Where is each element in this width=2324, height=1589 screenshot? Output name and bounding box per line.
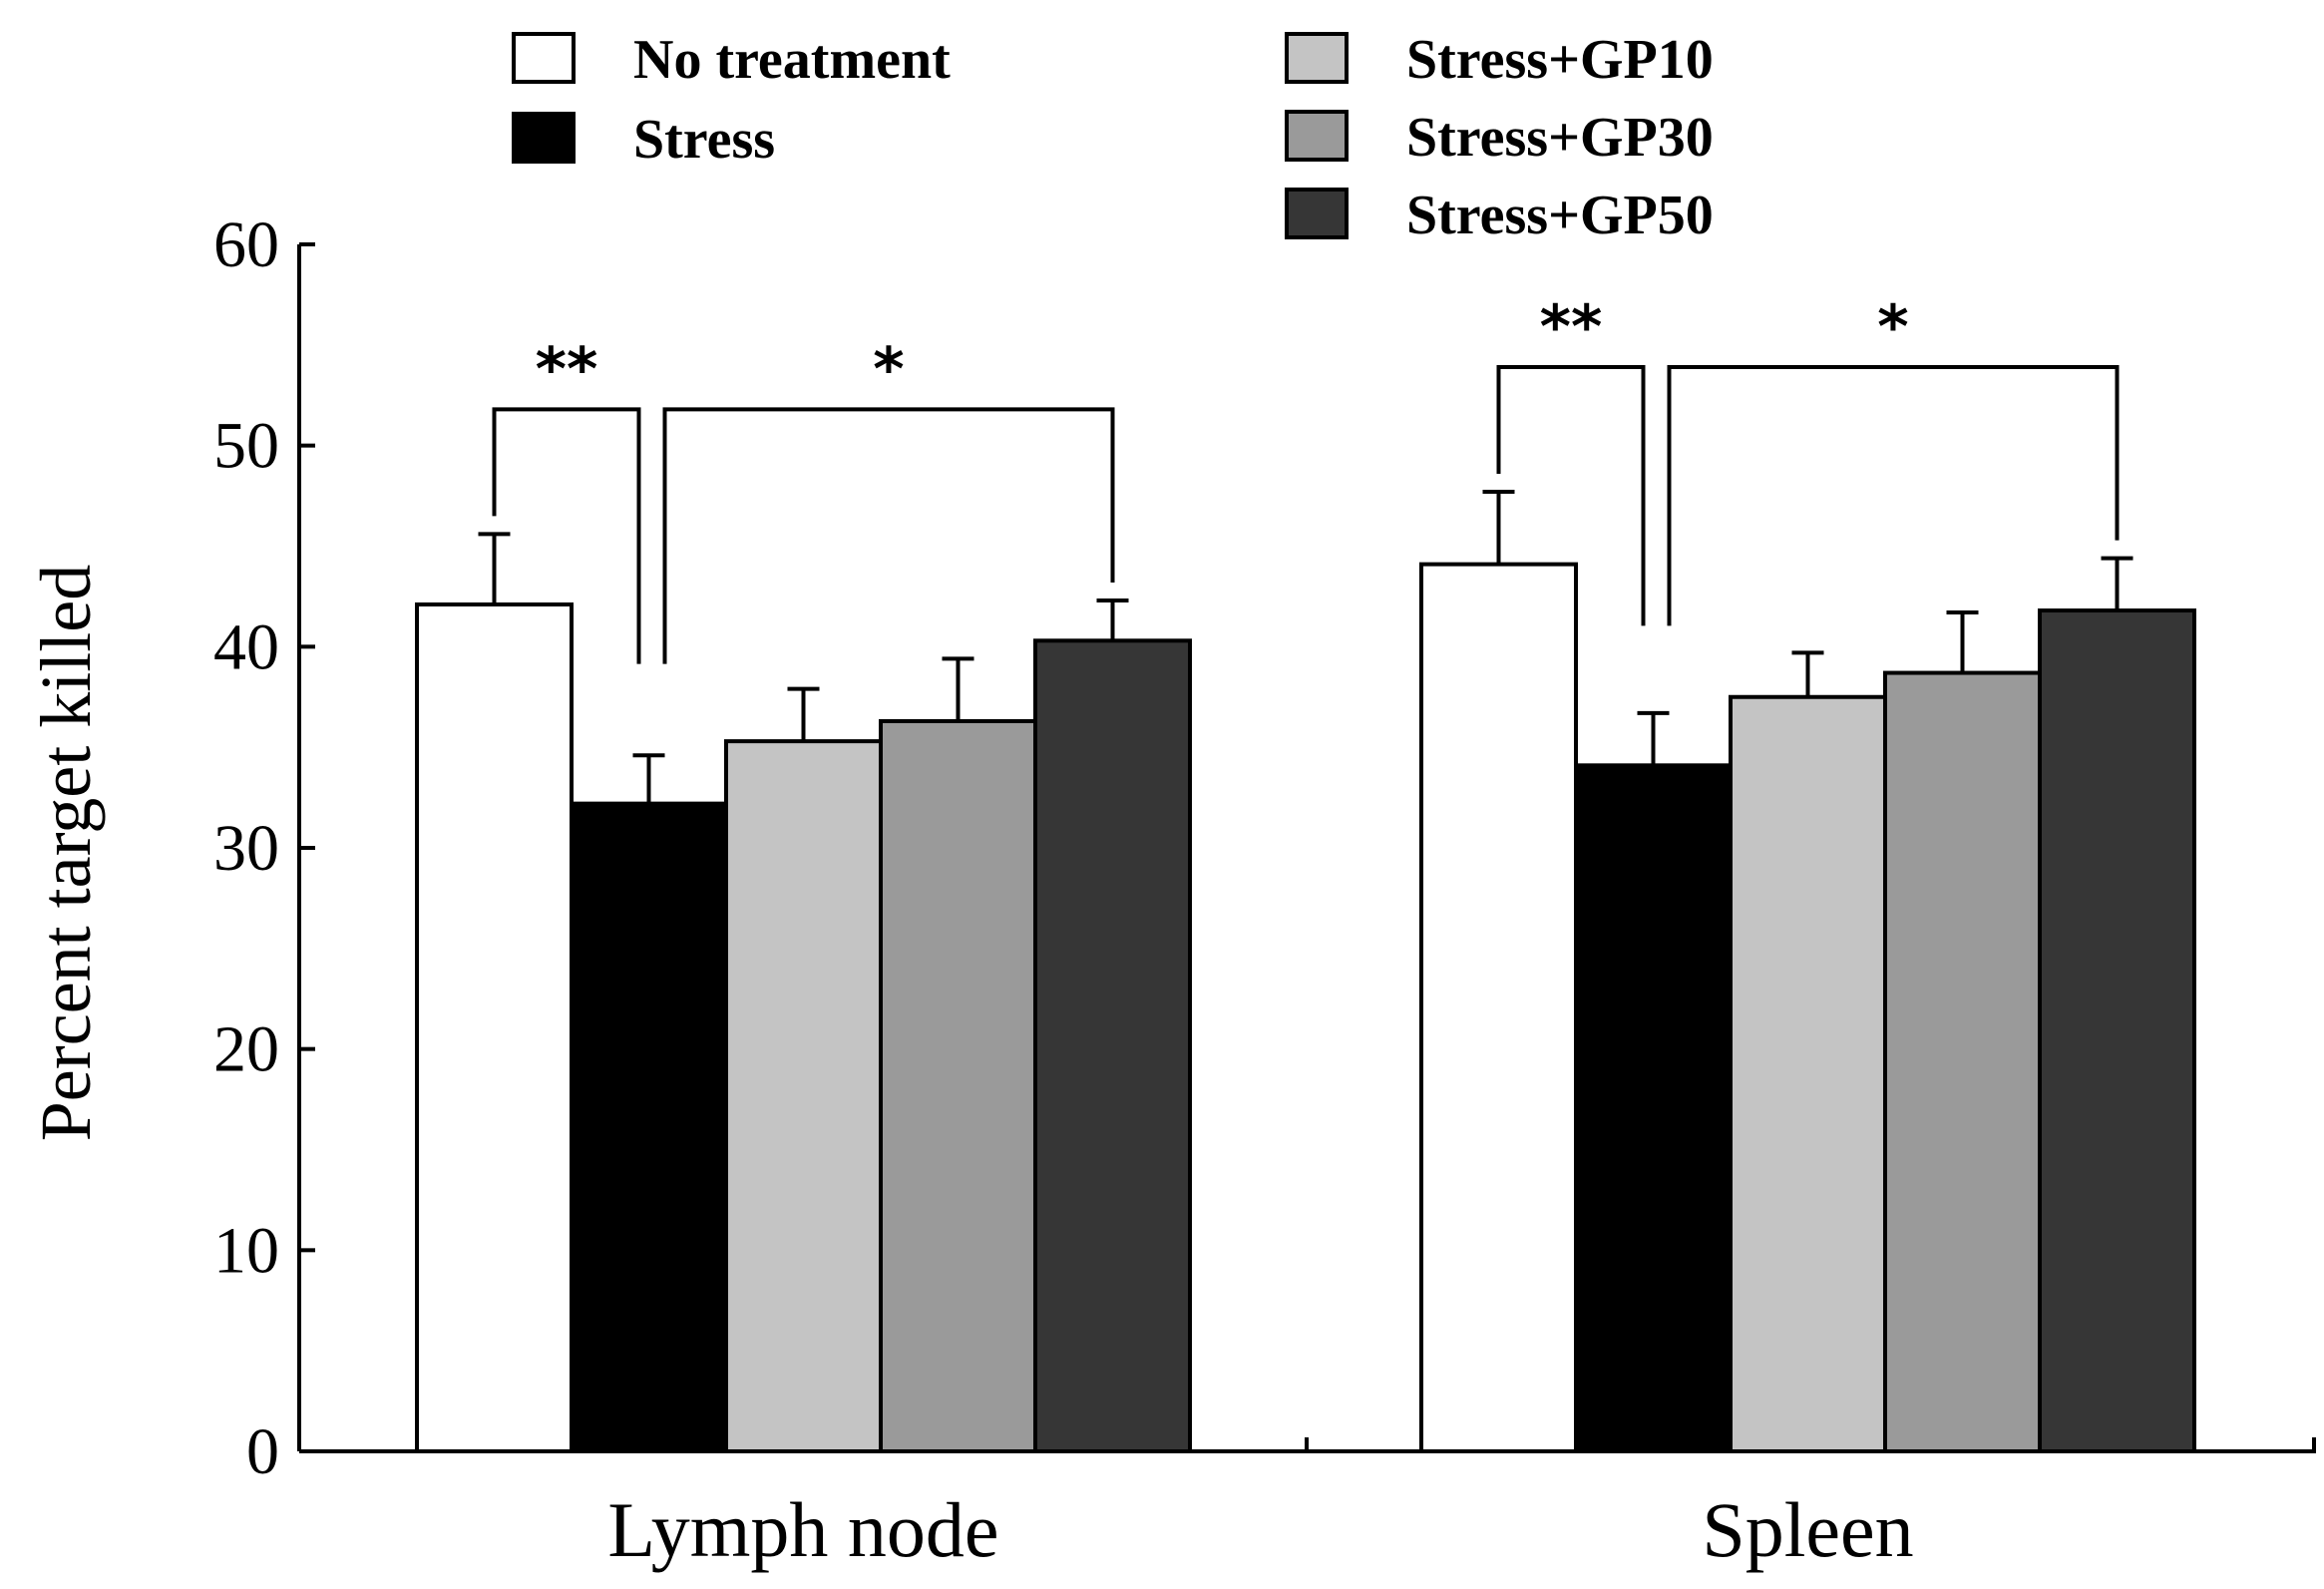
y-tick-label: 40 bbox=[213, 610, 279, 683]
significance-bracket bbox=[1667, 365, 2120, 626]
significance-brackets: ** *** * bbox=[492, 292, 2120, 664]
bar bbox=[1033, 638, 1192, 1453]
y-tick-label: 60 bbox=[213, 208, 279, 281]
legend-label: Stress+GP50 bbox=[1406, 185, 1714, 246]
bars bbox=[415, 562, 2196, 1453]
y-axis: 0 10 20 30 40 50 60 bbox=[213, 208, 315, 1488]
significance-label: * bbox=[873, 334, 904, 404]
bar bbox=[879, 718, 1037, 1453]
y-tick-label: 0 bbox=[246, 1415, 279, 1488]
legend-label: Stress+GP10 bbox=[1406, 29, 1714, 91]
legend-label: Stress+GP30 bbox=[1406, 107, 1714, 169]
legend-label: No treatment bbox=[633, 29, 951, 91]
legend-item: Stress bbox=[512, 109, 775, 171]
legend-item: Stress+GP10 bbox=[1285, 29, 1714, 91]
significance-bracket bbox=[662, 407, 1115, 664]
bar bbox=[1419, 562, 1578, 1453]
legend-label: Stress bbox=[633, 109, 775, 171]
x-category-label: Spleen bbox=[1702, 1486, 1913, 1573]
legend-item: Stress+GP50 bbox=[1285, 185, 1714, 246]
legend-swatch bbox=[1285, 188, 1349, 239]
y-tick-label: 20 bbox=[213, 1013, 279, 1086]
bar bbox=[1574, 763, 1733, 1453]
significance-label: * bbox=[1877, 292, 1908, 362]
bar bbox=[1883, 670, 2042, 1453]
bar bbox=[570, 801, 728, 1453]
significance-bracket bbox=[492, 407, 641, 664]
y-axis-title: Percent target killed bbox=[26, 565, 106, 1141]
y-tick-label: 50 bbox=[213, 410, 279, 483]
x-axis: Lymph node Spleen bbox=[299, 1437, 2316, 1573]
bar bbox=[2038, 608, 2196, 1453]
y-tick-label: 10 bbox=[213, 1214, 279, 1287]
bar bbox=[724, 739, 883, 1453]
significance-bracket bbox=[1496, 365, 1646, 626]
legend: No treatment Stress Stress+GP10 Stress+GP30… bbox=[512, 29, 1714, 246]
legend-swatch bbox=[512, 32, 576, 84]
y-tick-label: 30 bbox=[213, 812, 279, 885]
legend-swatch bbox=[1285, 110, 1349, 162]
error-bars bbox=[478, 490, 2133, 804]
significance-label: ** bbox=[1540, 292, 1603, 362]
legend-swatch bbox=[512, 112, 576, 164]
legend-item: Stress+GP30 bbox=[1285, 107, 1714, 169]
significance-label: ** bbox=[536, 334, 598, 404]
legend-swatch bbox=[1285, 32, 1349, 84]
bar bbox=[1729, 694, 1887, 1453]
legend-item: No treatment bbox=[512, 29, 951, 91]
x-category-label: Lymph node bbox=[607, 1486, 998, 1573]
bar bbox=[415, 601, 574, 1453]
